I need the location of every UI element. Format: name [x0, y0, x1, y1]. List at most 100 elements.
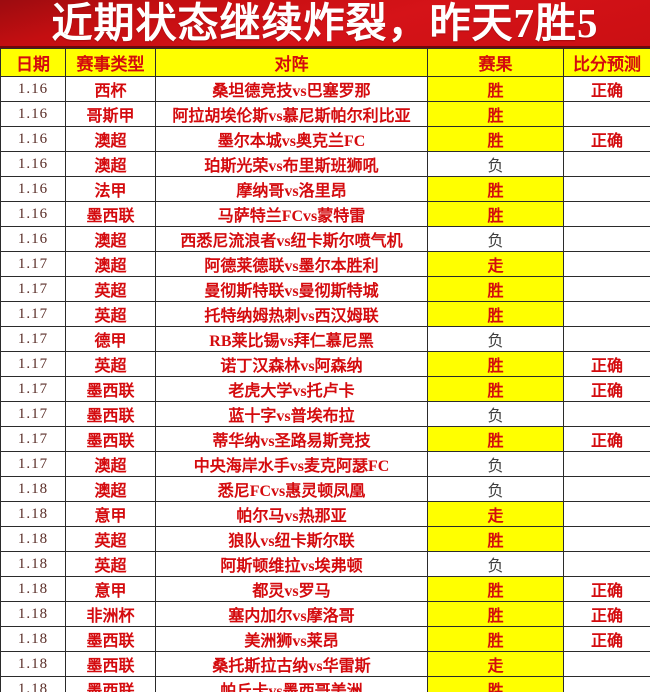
prediction-cell — [563, 676, 650, 692]
prediction-cell — [563, 551, 650, 577]
match-cell: 诺丁汉森林vs阿森纳 — [155, 351, 428, 377]
result-cell: 负 — [427, 401, 564, 427]
table-row: 1.16 法甲 摩纳哥vs洛里昂胜 — [0, 176, 650, 202]
match-cell: 都灵vs罗马 — [155, 576, 428, 602]
result-cell: 胜 — [427, 576, 564, 602]
league-cell: 英超 — [65, 351, 156, 377]
prediction-cell — [563, 276, 650, 302]
result-cell: 胜 — [427, 176, 564, 202]
table-row: 1.17 墨西联 老虎大学vs托卢卡胜正确 — [0, 376, 650, 402]
result-cell: 胜 — [427, 276, 564, 302]
column-header-prediction: 比分预测 — [563, 48, 650, 77]
league-cell: 非洲杯 — [65, 601, 156, 627]
league-cell: 澳超 — [65, 251, 156, 277]
date-cell: 1.17 — [0, 451, 66, 477]
table-row: 1.18 非洲杯 塞内加尔vs摩洛哥胜正确 — [0, 601, 650, 627]
result-cell: 胜 — [427, 301, 564, 327]
match-cell: 塞内加尔vs摩洛哥 — [155, 601, 428, 627]
date-cell: 1.18 — [0, 601, 66, 627]
date-cell: 1.16 — [0, 201, 66, 227]
date-cell: 1.17 — [0, 376, 66, 402]
date-cell: 1.16 — [0, 101, 66, 127]
match-cell: 蓝十字vs普埃布拉 — [155, 401, 428, 427]
table-row: 1.17 英超 曼彻斯特联vs曼彻斯特城胜 — [0, 276, 650, 302]
result-cell: 胜 — [427, 351, 564, 377]
table-row: 1.18 澳超 悉尼FCvs惠灵顿凤凰负 — [0, 476, 650, 502]
match-cell: 中央海岸水手vs麦克阿瑟FC — [155, 451, 428, 477]
table-row: 1.18 墨西联 美洲狮vs莱昂胜正确 — [0, 626, 650, 652]
table-row: 1.18 意甲 帕尔马vs热那亚走 — [0, 501, 650, 527]
prediction-cell: 正确 — [563, 351, 650, 377]
result-cell: 负 — [427, 451, 564, 477]
column-header-date: 日期 — [0, 48, 66, 77]
prediction-cell — [563, 401, 650, 427]
match-cell: 马萨特兰FCvs蒙特雷 — [155, 201, 428, 227]
match-cell: 桑坦德竞技vs巴塞罗那 — [155, 76, 428, 102]
match-cell: 托特纳姆热刺vs西汉姆联 — [155, 301, 428, 327]
header-banner: 近期状态继续炸裂，昨天7胜5 — [0, 0, 650, 48]
league-cell: 澳超 — [65, 151, 156, 177]
league-cell: 墨西联 — [65, 426, 156, 452]
result-cell: 胜 — [427, 376, 564, 402]
match-cell: RB莱比锡vs拜仁慕尼黑 — [155, 326, 428, 352]
date-cell: 1.18 — [0, 501, 66, 527]
match-cell: 美洲狮vs莱昂 — [155, 626, 428, 652]
date-cell: 1.18 — [0, 476, 66, 502]
league-cell: 英超 — [65, 526, 156, 552]
date-cell: 1.17 — [0, 326, 66, 352]
date-cell: 1.18 — [0, 626, 66, 652]
table-row: 1.17 墨西联 蓝十字vs普埃布拉负 — [0, 401, 650, 427]
table-row: 1.18 英超 狼队vs纽卡斯尔联胜 — [0, 526, 650, 552]
result-cell: 胜 — [427, 601, 564, 627]
result-cell: 负 — [427, 326, 564, 352]
result-cell: 胜 — [427, 526, 564, 552]
table-row: 1.16 澳超 西悉尼流浪者vs纽卡斯尔喷气机负 — [0, 226, 650, 252]
prediction-cell: 正确 — [563, 426, 650, 452]
prediction-cell: 正确 — [563, 76, 650, 102]
date-cell: 1.16 — [0, 126, 66, 152]
table-row: 1.16 澳超 墨尔本城vs奥克兰FC 胜正确 — [0, 126, 650, 152]
league-cell: 澳超 — [65, 126, 156, 152]
match-cell: 阿拉胡埃伦斯vs慕尼斯帕尔利比亚 — [155, 101, 428, 127]
league-cell: 澳超 — [65, 476, 156, 502]
header-row: 日期 赛事类型 对阵 赛果 比分预测 — [0, 48, 650, 77]
date-cell: 1.17 — [0, 301, 66, 327]
match-cell: 狼队vs纽卡斯尔联 — [155, 526, 428, 552]
result-cell: 负 — [427, 551, 564, 577]
prediction-cell — [563, 651, 650, 677]
match-cell: 珀斯光荣vs布里斯班狮吼 — [155, 151, 428, 177]
match-cell: 悉尼FCvs惠灵顿凤凰 — [155, 476, 428, 502]
match-cell: 桑托斯拉古纳vs华雷斯 — [155, 651, 428, 677]
league-cell: 西杯 — [65, 76, 156, 102]
match-cell: 阿斯顿维拉vs埃弗顿 — [155, 551, 428, 577]
results-table: 日期 赛事类型 对阵 赛果 比分预测 1.16 西杯 桑坦德竞技vs巴塞罗那胜正确 1… — [0, 48, 650, 692]
league-cell: 德甲 — [65, 326, 156, 352]
prediction-cell — [563, 301, 650, 327]
prediction-cell — [563, 326, 650, 352]
date-cell: 1.17 — [0, 351, 66, 377]
date-cell: 1.17 — [0, 276, 66, 302]
date-cell: 1.17 — [0, 426, 66, 452]
table-row: 1.17 澳超 阿德莱德联vs墨尔本胜利走 — [0, 251, 650, 277]
result-cell: 负 — [427, 226, 564, 252]
prediction-cell: 正确 — [563, 601, 650, 627]
league-cell: 哥斯甲 — [65, 101, 156, 127]
match-cell: 阿德莱德联vs墨尔本胜利 — [155, 251, 428, 277]
match-cell: 蒂华纳vs圣路易斯竞技 — [155, 426, 428, 452]
date-cell: 1.16 — [0, 76, 66, 102]
prediction-cell — [563, 201, 650, 227]
table-row: 1.18 意甲 都灵vs罗马胜正确 — [0, 576, 650, 602]
column-header-match: 对阵 — [155, 48, 428, 77]
league-cell: 英超 — [65, 551, 156, 577]
date-cell: 1.17 — [0, 401, 66, 427]
column-header-result: 赛果 — [427, 48, 564, 77]
result-cell: 负 — [427, 476, 564, 502]
date-cell: 1.16 — [0, 151, 66, 177]
prediction-cell — [563, 101, 650, 127]
match-cell: 摩纳哥vs洛里昂 — [155, 176, 428, 202]
table-row: 1.16 哥斯甲 阿拉胡埃伦斯vs慕尼斯帕尔利比亚胜 — [0, 101, 650, 127]
prediction-cell — [563, 151, 650, 177]
league-cell: 墨西联 — [65, 376, 156, 402]
prediction-cell — [563, 226, 650, 252]
league-cell: 澳超 — [65, 451, 156, 477]
